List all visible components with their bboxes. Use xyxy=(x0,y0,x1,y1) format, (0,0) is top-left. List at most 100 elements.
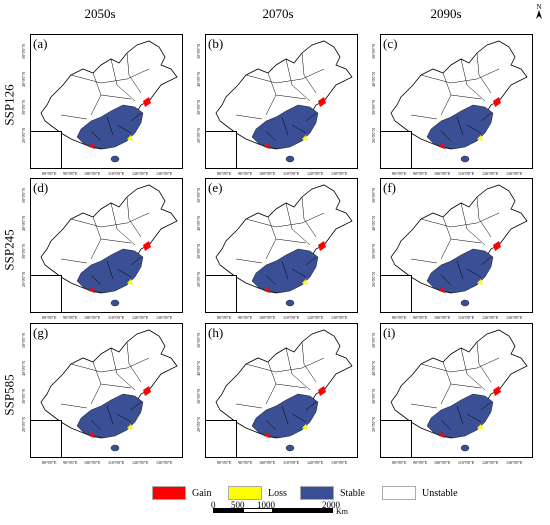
province-border xyxy=(90,130,102,142)
province-border xyxy=(305,112,317,122)
province-border xyxy=(275,238,307,244)
province-border xyxy=(460,58,486,102)
south-china-sea-inset xyxy=(381,131,412,168)
latitude-label: 20°0'0"N xyxy=(21,271,26,287)
longitude-label: 110°0'0"E xyxy=(458,171,475,176)
latitude-label: 30°0'0"N xyxy=(371,243,376,259)
province-border xyxy=(440,419,452,431)
longitude-label: 130°0'0"E xyxy=(156,171,173,176)
column-header-2070s: 2070s xyxy=(262,6,294,21)
map-frame: (b) xyxy=(205,34,358,169)
latitude-label: 40°0'0"N xyxy=(196,360,201,376)
longitude-label: 80°0'0"E xyxy=(42,171,57,176)
province-border xyxy=(460,202,486,246)
longitude-label: 120°0'0"E xyxy=(482,171,499,176)
longitude-label: 90°0'0"E xyxy=(63,460,78,465)
province-border xyxy=(100,94,132,100)
latitude-label: 50°0'0"N xyxy=(21,187,26,203)
stable-region xyxy=(76,104,144,150)
longitude-label: 130°0'0"E xyxy=(506,315,523,320)
gain-region xyxy=(439,97,501,149)
gain-region xyxy=(264,386,326,438)
longitude-label: 110°0'0"E xyxy=(283,171,300,176)
latitude-label: 50°0'0"N xyxy=(196,332,201,348)
scale-tick-1000: 1000 xyxy=(257,500,275,510)
longitude-label: 130°0'0"E xyxy=(156,315,173,320)
province-border xyxy=(70,357,150,373)
province-border xyxy=(440,130,452,142)
latitude-label: 50°0'0"N xyxy=(196,187,201,203)
latitude-label: 40°0'0"N xyxy=(196,215,201,231)
stable-region xyxy=(426,104,494,150)
province-border xyxy=(291,413,307,423)
longitude-label: 100°0'0"E xyxy=(434,315,451,320)
stable-region xyxy=(76,393,144,439)
longitude-label: 80°0'0"E xyxy=(217,460,232,465)
longitude-label: 120°0'0"E xyxy=(307,315,324,320)
legend-label-stable: Stable xyxy=(340,487,365,499)
south-china-sea-inset xyxy=(206,420,237,457)
row-header-ssp126: SSP126 xyxy=(2,84,18,126)
stable-region xyxy=(426,393,494,439)
longitude-label: 120°0'0"E xyxy=(482,315,499,320)
north-label: N xyxy=(536,3,541,11)
latitude-label: 40°0'0"N xyxy=(196,71,201,87)
scale-tick-0: 0 xyxy=(211,500,216,510)
china-map xyxy=(40,329,178,452)
province-border xyxy=(126,196,142,238)
panel-label: (g) xyxy=(33,325,49,340)
latitude-label: 20°0'0"N xyxy=(371,271,376,287)
province-border xyxy=(456,405,464,425)
province-border xyxy=(456,260,464,280)
longitude-label: 100°0'0"E xyxy=(434,460,451,465)
map-frame: (i) xyxy=(380,323,533,458)
province-border xyxy=(450,238,482,244)
province-border xyxy=(110,347,136,391)
china-map xyxy=(215,40,353,163)
longitude-label: 110°0'0"E xyxy=(108,315,125,320)
province-border xyxy=(285,58,311,102)
scale-bar xyxy=(213,508,333,513)
longitude-label: 120°0'0"E xyxy=(132,171,149,176)
province-border xyxy=(265,274,277,286)
panel-label: (i) xyxy=(383,325,396,340)
panel-label: (c) xyxy=(383,36,398,51)
latitude-label: 50°0'0"N xyxy=(371,43,376,59)
latitude-label: 30°0'0"N xyxy=(21,388,26,404)
legend-item-stable: Stable xyxy=(300,486,365,500)
province-border xyxy=(420,68,500,84)
latitude-label: 20°0'0"N xyxy=(21,127,26,143)
legend-swatch-unstable xyxy=(382,486,416,500)
map-panel-h: 50°0'0"N 40°0'0"N 30°0'0"N 20°0'0"N (h) 80°0'… xyxy=(193,323,358,465)
island xyxy=(110,444,120,452)
latitude-label: 30°0'0"N xyxy=(196,243,201,259)
province-border xyxy=(476,341,492,383)
latitude-label: 30°0'0"N xyxy=(196,99,201,115)
island xyxy=(460,155,470,163)
map-panel-d: 50°0'0"N 40°0'0"N 30°0'0"N 20°0'0"N (d) 80°0'… xyxy=(18,178,183,320)
longitude-label: 120°0'0"E xyxy=(307,460,324,465)
panel-label: (f) xyxy=(383,180,396,195)
gain-region xyxy=(264,241,326,293)
panel-label: (a) xyxy=(33,36,48,51)
island xyxy=(110,155,120,163)
loss-region xyxy=(302,279,308,285)
longitude-label: 130°0'0"E xyxy=(331,315,348,320)
province-border xyxy=(466,413,482,423)
province-border xyxy=(285,202,311,246)
province-border xyxy=(275,383,307,389)
longitude-label: 110°0'0"E xyxy=(108,171,125,176)
scale-unit: Km xyxy=(336,507,348,516)
loss-region xyxy=(477,135,483,141)
loss-region xyxy=(127,135,133,141)
province-border xyxy=(100,238,132,244)
latitude-label: 40°0'0"N xyxy=(21,360,26,376)
island xyxy=(460,299,470,307)
longitude-label: 90°0'0"E xyxy=(413,315,428,320)
latitude-label: 50°0'0"N xyxy=(196,43,201,59)
map-frame: (a) xyxy=(30,34,183,169)
china-map xyxy=(390,40,528,163)
longitude-label: 120°0'0"E xyxy=(307,171,324,176)
china-map xyxy=(390,329,528,452)
longitude-label: 130°0'0"E xyxy=(506,460,523,465)
